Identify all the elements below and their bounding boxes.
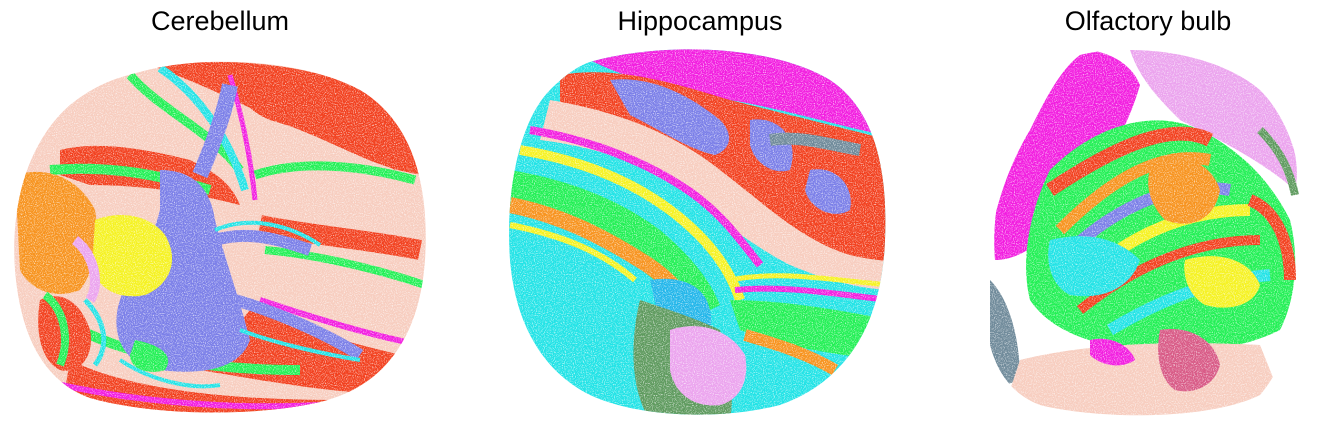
panel-hippocampus: Hippocampus	[490, 0, 910, 426]
panel-olfactory-bulb: Olfactory bulb	[960, 0, 1336, 426]
cerebellum-tissue-map	[14, 61, 426, 413]
panel-title-olfactory-bulb: Olfactory bulb	[1064, 6, 1232, 36]
panel-title-cerebellum: Cerebellum	[150, 6, 290, 36]
panel-title-hippocampus: Hippocampus	[617, 6, 783, 36]
hippocampus-tissue-map	[509, 49, 886, 415]
panel-cerebellum: Cerebellum	[0, 0, 440, 426]
olfactory-bulb-tissue-map	[985, 49, 1305, 416]
